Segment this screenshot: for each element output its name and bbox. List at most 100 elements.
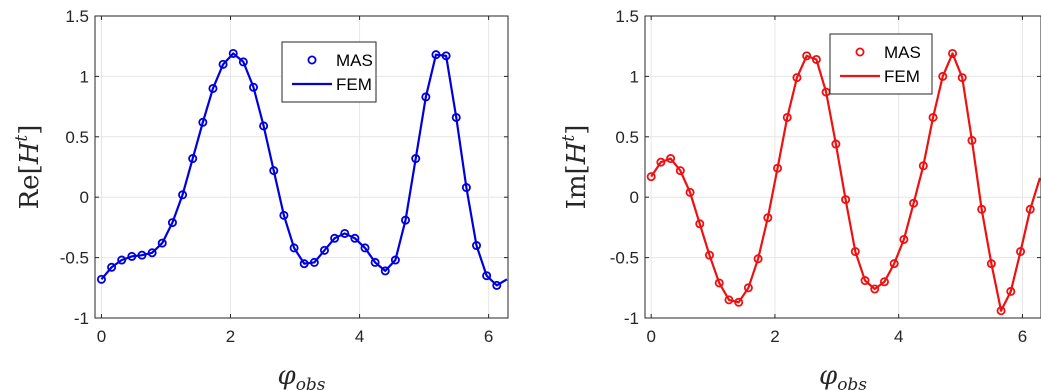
data-point-mas (841, 195, 851, 205)
data-point-mas (309, 257, 319, 267)
data-point-mas (492, 280, 502, 290)
data-point-mas (656, 157, 666, 167)
data-point-mas (1016, 247, 1026, 257)
data-point-mas (802, 51, 812, 61)
plot-imaginary: 0 2 4 6 -1 -0.5 0 0.5 1 1.5 Im[Ht] φobs MAS FEM (559, 7, 1041, 390)
data-point-mas (743, 283, 753, 293)
data-point-mas (918, 161, 928, 171)
x-axis-label: φobs (277, 361, 325, 390)
y-tick-label: -1 (624, 309, 639, 328)
data-point-mas (1025, 204, 1035, 214)
data-point-mas (218, 59, 228, 69)
data-point-mas (773, 163, 783, 173)
legend-label-fem: FEM (336, 75, 372, 94)
data-point-mas (860, 276, 870, 286)
data-point-mas (238, 57, 248, 67)
data-point-mas (269, 166, 279, 176)
data-point-mas (1006, 286, 1016, 296)
data-point-mas (967, 135, 977, 145)
data-point-mas (188, 154, 198, 164)
data-point-mas (279, 210, 289, 220)
legend: MAS FEM (829, 33, 933, 95)
y-tick-label: 1 (630, 67, 639, 86)
y-axis-label: Im[Ht] (559, 125, 592, 210)
y-tick-label: 0 (80, 188, 89, 207)
data-point-mas (753, 254, 763, 264)
legend: MAS FEM (281, 41, 377, 103)
x-tick-label: 2 (226, 327, 235, 346)
data-point-mas (208, 83, 218, 93)
data-point-mas (461, 183, 471, 193)
data-point-mas (879, 277, 889, 287)
data-point-mas (938, 71, 948, 81)
x-tick-label: 4 (355, 327, 364, 346)
data-point-mas (401, 215, 411, 225)
data-point-mas (666, 154, 676, 164)
data-point-mas (370, 257, 380, 267)
x-tick-label: 2 (770, 327, 779, 346)
y-tick-label: 0 (630, 188, 639, 207)
data-point-mas (695, 219, 705, 229)
y-axis-label: Re[Ht] (12, 125, 45, 210)
x-tick-label: 0 (97, 327, 106, 346)
data-point-mas (763, 213, 773, 223)
data-point-mas (117, 255, 127, 265)
data-point-mas (167, 218, 177, 228)
data-point-mas (178, 190, 188, 200)
data-point-mas (157, 238, 167, 248)
y-tick-label: 1 (80, 67, 89, 86)
data-point-mas (948, 48, 958, 58)
data-point-mas (909, 198, 919, 208)
data-point-mas (482, 271, 492, 281)
axes-box (94, 15, 509, 319)
data-point-mas (685, 187, 695, 197)
data-point-mas (350, 233, 360, 243)
legend-label-mas: MAS (884, 43, 921, 62)
legend-label-mas: MAS (336, 51, 373, 70)
data-point-mas (675, 166, 685, 176)
data-point-mas (96, 274, 106, 284)
series-line-fem (650, 52, 1041, 312)
y-tick-label: -1 (74, 309, 89, 328)
data-point-mas (137, 250, 147, 260)
data-point-mas (889, 259, 899, 269)
legend-label-fem: FEM (884, 67, 920, 86)
data-point-mas (289, 243, 299, 253)
data-point-mas (380, 266, 390, 276)
data-point-mas (421, 92, 431, 102)
data-point-mas (646, 172, 656, 182)
data-point-mas (441, 51, 451, 61)
data-point-mas (340, 228, 350, 238)
legend-marker-mas (307, 55, 317, 65)
y-tick-label: 1.5 (65, 7, 89, 26)
data-point-mas (792, 73, 802, 83)
data-point-mas (390, 255, 400, 265)
data-point-mas (811, 54, 821, 64)
y-tick-label: -0.5 (60, 249, 89, 268)
data-point-mas (782, 112, 792, 122)
legend-box (829, 33, 933, 95)
data-point-mas (714, 278, 724, 288)
y-tick-label: 0.5 (65, 128, 89, 147)
data-point-mas (850, 247, 860, 257)
data-point-mas (870, 284, 880, 294)
data-point-mas (957, 73, 967, 83)
data-point-mas (724, 295, 734, 305)
data-point-mas (330, 233, 340, 243)
data-point-mas (107, 262, 117, 272)
data-point-mas (734, 297, 744, 307)
data-point-mas (831, 139, 841, 149)
data-point-mas (248, 82, 258, 92)
data-point-mas (259, 121, 269, 131)
data-point-mas (411, 154, 421, 164)
data-point-mas (147, 248, 157, 258)
legend-marker-mas (855, 47, 865, 57)
legend-box (281, 41, 377, 103)
y-tick-label: 0.5 (615, 128, 639, 147)
plot-real: 0 2 4 6 -1 -0.5 0 0.5 1 1.5 Re[Ht] φobs MAS FEM (12, 7, 509, 390)
data-point-mas (299, 259, 309, 269)
data-point-mas (319, 245, 329, 255)
data-point-mas (986, 259, 996, 269)
y-tick-label: 1.5 (615, 7, 639, 26)
